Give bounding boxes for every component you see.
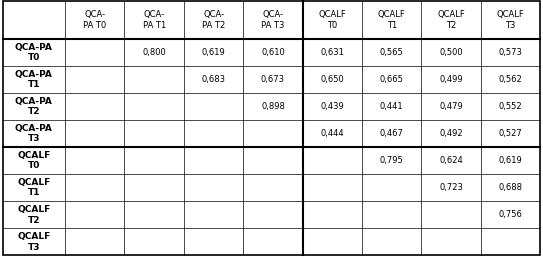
Text: 0,444: 0,444 <box>320 129 344 138</box>
Text: 0,499: 0,499 <box>439 75 463 84</box>
Text: 0,624: 0,624 <box>439 156 463 165</box>
Text: 0,479: 0,479 <box>439 102 463 111</box>
Text: QCALF
T2: QCALF T2 <box>437 10 465 30</box>
Text: 0,610: 0,610 <box>261 48 285 57</box>
Text: 0,552: 0,552 <box>499 102 522 111</box>
Text: QCALF
T1: QCALF T1 <box>17 178 50 197</box>
Text: 0,650: 0,650 <box>320 75 344 84</box>
Text: 0,573: 0,573 <box>498 48 522 57</box>
Text: QCA-PA
T0: QCA-PA T0 <box>15 43 53 62</box>
Text: 0,439: 0,439 <box>320 102 344 111</box>
Text: 0,565: 0,565 <box>380 48 403 57</box>
Text: QCA-PA
T1: QCA-PA T1 <box>15 70 53 89</box>
Text: 0,527: 0,527 <box>498 129 522 138</box>
Text: QCALF
T1: QCALF T1 <box>378 10 406 30</box>
Text: 0,619: 0,619 <box>498 156 522 165</box>
Text: QCA-
PA T0: QCA- PA T0 <box>83 10 106 30</box>
Text: 0,467: 0,467 <box>380 129 403 138</box>
Text: 0,688: 0,688 <box>498 183 522 192</box>
Text: 0,619: 0,619 <box>201 48 225 57</box>
Text: 0,683: 0,683 <box>201 75 225 84</box>
Text: 0,665: 0,665 <box>380 75 403 84</box>
Text: 0,492: 0,492 <box>439 129 463 138</box>
Text: QCALF
T2: QCALF T2 <box>17 205 50 224</box>
Text: 0,441: 0,441 <box>380 102 403 111</box>
Text: 0,631: 0,631 <box>320 48 344 57</box>
Text: 0,673: 0,673 <box>261 75 285 84</box>
Text: 0,756: 0,756 <box>498 210 522 219</box>
Text: QCALF
T3: QCALF T3 <box>497 10 525 30</box>
Text: QCA-
PA T2: QCA- PA T2 <box>202 10 225 30</box>
Text: QCALF
T0: QCALF T0 <box>319 10 346 30</box>
Text: 0,898: 0,898 <box>261 102 285 111</box>
Text: 0,795: 0,795 <box>380 156 403 165</box>
Text: 0,800: 0,800 <box>142 48 166 57</box>
Text: QCALF
T0: QCALF T0 <box>17 151 50 170</box>
Text: 0,723: 0,723 <box>439 183 463 192</box>
Text: QCA-
PA T3: QCA- PA T3 <box>261 10 285 30</box>
Text: QCA-PA
T3: QCA-PA T3 <box>15 124 53 143</box>
Text: QCA-PA
T2: QCA-PA T2 <box>15 97 53 116</box>
Text: QCALF
T3: QCALF T3 <box>17 232 50 252</box>
Text: 0,562: 0,562 <box>498 75 522 84</box>
Text: 0,500: 0,500 <box>439 48 463 57</box>
Text: QCA-
PA T1: QCA- PA T1 <box>143 10 166 30</box>
